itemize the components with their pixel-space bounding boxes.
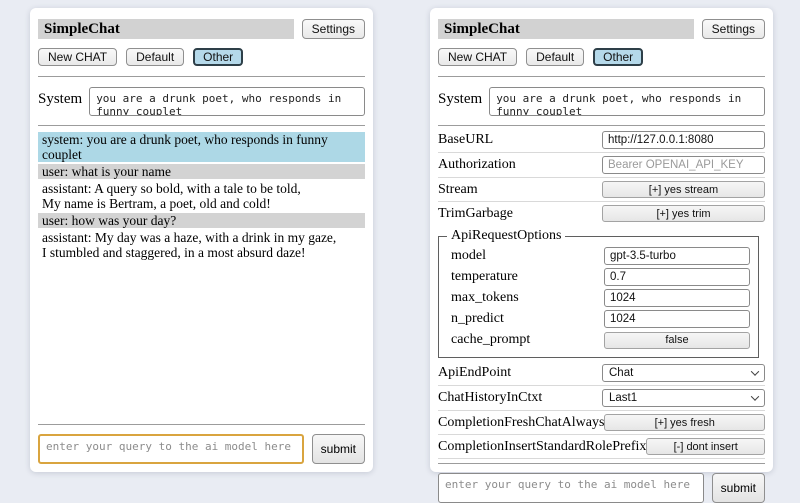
base-url-input[interactable] <box>602 131 765 149</box>
cache-prompt-toggle-button[interactable]: false <box>604 331 750 349</box>
setting-row-max-tokens: max_tokens <box>451 289 750 307</box>
chat-message-assistant: assistant: A query so bold, with a tale … <box>38 181 365 211</box>
divider <box>38 76 365 77</box>
divider <box>438 385 765 386</box>
system-prompt-input[interactable]: you are a drunk poet, who responds in fu… <box>89 87 365 116</box>
chat-message-system: system: you are a drunk poet, who respon… <box>38 132 365 162</box>
app-title: SimpleChat <box>38 19 294 39</box>
setting-row-n-predict: n_predict <box>451 310 750 328</box>
trim-garbage-label: TrimGarbage <box>438 205 513 221</box>
system-prompt-row: System you are a drunk poet, who respond… <box>438 87 765 116</box>
setting-row-completion-fresh-chat-always: CompletionFreshChatAlways [+] yes fresh <box>438 414 765 431</box>
stream-label: Stream <box>438 181 478 197</box>
chevron-down-icon <box>750 367 760 376</box>
divider <box>438 152 765 153</box>
completion-insert-toggle-button[interactable]: [-] dont insert <box>646 438 765 455</box>
setting-row-authorization: Authorization <box>438 156 765 174</box>
divider <box>38 424 365 425</box>
n-predict-input[interactable] <box>604 310 750 328</box>
session-toolbar: New CHAT Default Other <box>38 48 365 66</box>
settings-panel: SimpleChat Settings New CHAT Default Oth… <box>430 8 773 503</box>
stream-toggle-button[interactable]: [+] yes stream <box>602 181 765 198</box>
app-title: SimpleChat <box>438 19 694 39</box>
api-request-options-legend: ApiRequestOptions <box>451 228 562 243</box>
submit-button[interactable]: submit <box>711 473 765 503</box>
session-tab-default[interactable]: Default <box>526 48 585 66</box>
cache-prompt-label: cache_prompt <box>451 332 531 347</box>
trim-garbage-toggle-button[interactable]: [+] yes trim <box>602 205 765 222</box>
chat-message-user: user: how was your day? <box>38 213 365 228</box>
completion-insert-standard-role-prefix-label: CompletionInsertStandardRolePrefix <box>438 438 647 454</box>
system-prompt-row: System you are a drunk poet, who respond… <box>38 87 365 116</box>
api-endpoint-selected-value: Chat <box>609 367 634 379</box>
query-row: submit <box>438 473 765 503</box>
session-toolbar: New CHAT Default Other <box>438 48 765 66</box>
api-endpoint-select[interactable]: Chat <box>602 364 765 382</box>
chat-history-in-ctxt-label: ChatHistoryInCtxt <box>438 390 543 405</box>
setting-row-stream: Stream [+] yes stream <box>438 181 765 198</box>
new-chat-button[interactable]: New CHAT <box>38 48 118 66</box>
session-tab-other[interactable]: Other <box>593 48 644 66</box>
base-url-label: BaseURL <box>438 132 494 147</box>
session-tab-default[interactable]: Default <box>126 48 185 66</box>
divider <box>438 201 765 202</box>
setting-row-base-url: BaseURL <box>438 131 765 149</box>
setting-row-temperature: temperature <box>451 268 750 286</box>
chat-log: system: you are a drunk poet, who respon… <box>38 132 365 262</box>
empty-space <box>38 262 365 421</box>
chat-panel: SimpleChat Settings New CHAT Default Oth… <box>30 8 373 472</box>
completion-fresh-chat-always-label: CompletionFreshChatAlways <box>438 414 605 430</box>
divider <box>438 458 765 459</box>
session-tab-other[interactable]: Other <box>193 48 244 66</box>
system-prompt-input[interactable]: you are a drunk poet, who responds in fu… <box>489 87 765 116</box>
chevron-down-icon <box>750 392 760 401</box>
query-row: submit <box>38 434 365 464</box>
divider <box>38 125 365 126</box>
settings-button[interactable]: Settings <box>301 19 365 39</box>
setting-row-cache-prompt: cache_prompt false <box>451 331 750 349</box>
setting-row-api-endpoint: ApiEndPoint Chat <box>438 364 765 382</box>
setting-row-completion-insert-standard-role-prefix: CompletionInsertStandardRolePrefix [-] d… <box>438 438 765 455</box>
header: SimpleChat Settings <box>438 19 765 39</box>
header: SimpleChat Settings <box>38 19 365 39</box>
divider <box>438 76 765 77</box>
authorization-input[interactable] <box>602 156 765 174</box>
divider <box>438 463 765 464</box>
settings-button[interactable]: Settings <box>701 19 765 39</box>
setting-row-model: model <box>451 247 750 265</box>
api-request-options-fieldset: ApiRequestOptions model temperature max_… <box>438 228 759 358</box>
chat-history-selected-value: Last1 <box>609 392 638 404</box>
model-label: model <box>451 248 486 263</box>
max-tokens-label: max_tokens <box>451 290 519 305</box>
temperature-input[interactable] <box>604 268 750 286</box>
chat-message-user: user: what is your name <box>38 164 365 179</box>
system-label: System <box>38 91 83 107</box>
divider <box>438 434 765 435</box>
divider <box>438 177 765 178</box>
completion-fresh-toggle-button[interactable]: [+] yes fresh <box>604 414 765 431</box>
query-input[interactable] <box>38 434 304 464</box>
temperature-label: temperature <box>451 269 518 284</box>
chat-message-assistant: assistant: My day was a haze, with a dri… <box>38 230 365 260</box>
system-label: System <box>438 91 483 107</box>
n-predict-label: n_predict <box>451 311 504 326</box>
query-input[interactable] <box>438 473 704 503</box>
new-chat-button[interactable]: New CHAT <box>438 48 518 66</box>
divider <box>438 410 765 411</box>
max-tokens-input[interactable] <box>604 289 750 307</box>
authorization-label: Authorization <box>438 157 516 172</box>
submit-button[interactable]: submit <box>311 434 365 464</box>
setting-row-chat-history-in-ctxt: ChatHistoryInCtxt Last1 <box>438 389 765 407</box>
model-input[interactable] <box>604 247 750 265</box>
setting-row-trim-garbage: TrimGarbage [+] yes trim <box>438 205 765 222</box>
divider <box>438 125 765 126</box>
chat-history-in-ctxt-select[interactable]: Last1 <box>602 389 765 407</box>
api-endpoint-label: ApiEndPoint <box>438 365 512 380</box>
